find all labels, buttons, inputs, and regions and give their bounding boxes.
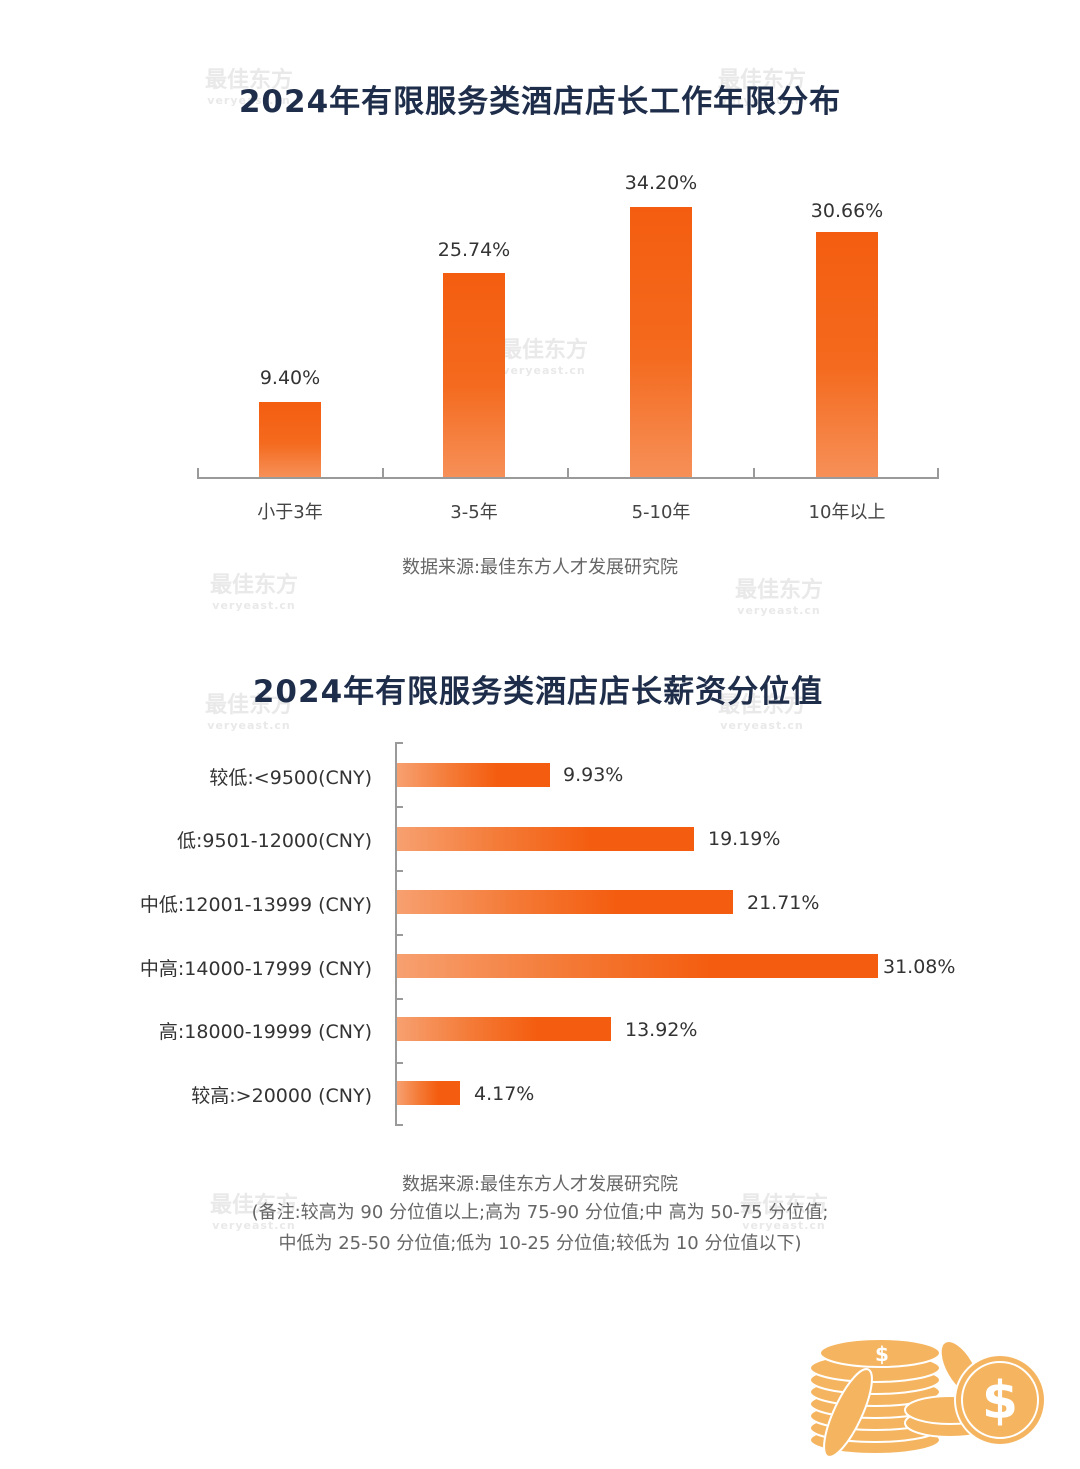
y-axis-label: 低:9501-12000(CNY): [177, 830, 372, 852]
y-axis-tick: [395, 806, 403, 808]
bar: [397, 1081, 460, 1105]
y-axis-tick: [395, 1124, 403, 1126]
watermark: 最佳东方 veryeast.cn: [735, 578, 824, 617]
bar-value-label: 30.66%: [810, 200, 884, 222]
x-axis-label: 10年以上: [808, 502, 886, 523]
chart-title-salary: 2024年有限服务类酒店店长薪资分位值: [252, 674, 824, 710]
x-axis-tick: [937, 468, 939, 479]
bar-value-label: 9.40%: [259, 367, 321, 389]
watermark: 最佳东方 veryeast.cn: [205, 68, 294, 107]
coins-stack-icon: $ $: [800, 1328, 1050, 1463]
bar: [397, 763, 550, 787]
footnote: 中低为 25-50 分位值;低为 10-25 分位值;较低为 10 分位值以下): [278, 1233, 802, 1254]
watermark: 最佳东方 veryeast.cn: [210, 1193, 299, 1232]
x-axis-tick: [382, 468, 384, 479]
x-axis-tick: [753, 468, 755, 479]
footnote: (备注:较高为 90 分位值以上;高为 75-90 分位值;中 高为 50-75…: [251, 1202, 829, 1223]
y-axis-tick: [395, 742, 403, 744]
bar: [259, 402, 321, 477]
bar-value-label: 9.93%: [563, 764, 624, 786]
x-axis-label: 3-5年: [450, 502, 498, 523]
bar-value-label: 13.92%: [625, 1019, 698, 1041]
x-axis-label: 5-10年: [631, 502, 691, 523]
y-axis-tick: [395, 870, 403, 872]
x-axis-label: 小于3年: [257, 502, 323, 523]
bar: [630, 207, 692, 477]
bar: [397, 954, 878, 978]
svg-text:$: $: [982, 1371, 1018, 1431]
svg-text:$: $: [875, 1342, 889, 1366]
bar-value-label: 31.08%: [883, 956, 956, 978]
bar-value-label: 21.71%: [747, 892, 820, 914]
y-axis-label: 中高:14000-17999 (CNY): [139, 958, 372, 980]
x-axis-tick: [567, 468, 569, 479]
watermark: 最佳东方 veryeast.cn: [718, 68, 807, 107]
bar: [397, 827, 694, 851]
bar-value-label: 25.74%: [437, 239, 511, 261]
chart-title-tenure: 2024年有限服务类酒店店长工作年限分布: [238, 84, 842, 120]
data-source: 数据来源:最佳东方人才发展研究院: [401, 557, 679, 578]
y-axis-tick: [395, 998, 403, 1000]
y-axis-label: 较高:>20000 (CNY): [191, 1085, 372, 1107]
x-axis-tick: [197, 468, 199, 479]
watermark: 最佳东方 veryeast.cn: [205, 693, 294, 732]
bar: [397, 890, 733, 914]
bar-value-label: 4.17%: [474, 1083, 535, 1105]
y-axis-tick: [395, 934, 403, 936]
bar: [443, 273, 505, 477]
y-axis-label: 较低:<9500(CNY): [209, 767, 372, 789]
watermark: 最佳东方 veryeast.cn: [210, 573, 299, 612]
y-axis-tick: [395, 1062, 403, 1064]
watermark: 最佳东方 veryeast.cn: [740, 1193, 829, 1232]
y-axis-label: 高:18000-19999 (CNY): [158, 1021, 372, 1043]
data-source: 数据来源:最佳东方人才发展研究院: [401, 1174, 679, 1195]
y-axis-label: 中低:12001-13999 (CNY): [139, 894, 372, 916]
bar: [397, 1017, 611, 1041]
watermark: 最佳东方 veryeast.cn: [718, 693, 807, 732]
bar: [816, 232, 878, 477]
watermark: 最佳东方 veryeast.cn: [500, 338, 589, 377]
bar-value-label: 34.20%: [624, 172, 698, 194]
bar-value-label: 19.19%: [708, 828, 781, 850]
